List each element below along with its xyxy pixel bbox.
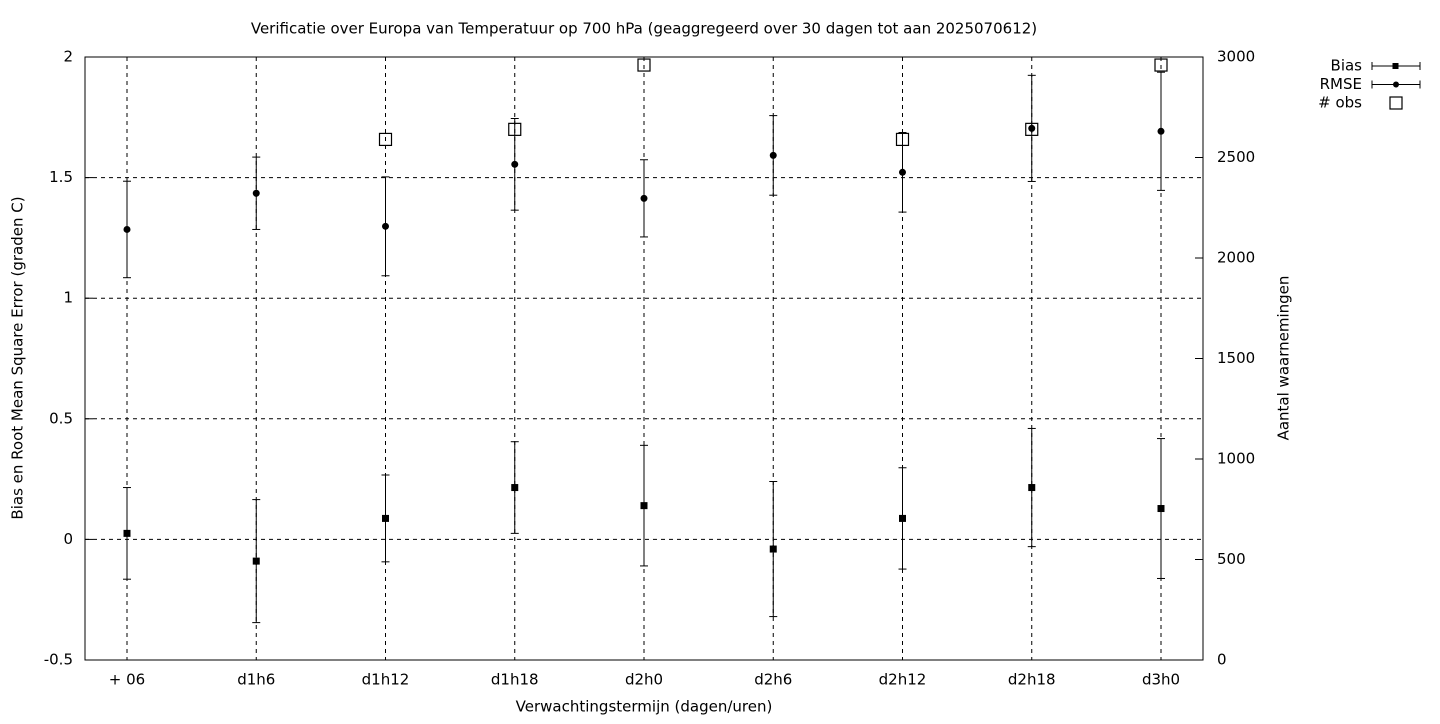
- y2-tick-label: 1000: [1217, 450, 1255, 468]
- marker: [640, 194, 648, 202]
- x-tick-label: d2h0: [625, 671, 663, 689]
- chart-title: Verificatie over Europa van Temperatuur …: [251, 20, 1037, 38]
- marker: [1025, 122, 1039, 136]
- y2-tick-label: 3000: [1217, 48, 1255, 66]
- marker: [511, 484, 519, 492]
- legend-marker: [1389, 96, 1403, 110]
- marker: [895, 132, 910, 147]
- marker: [252, 189, 260, 197]
- y2-tick-label: 1500: [1217, 349, 1255, 367]
- y-tick-label: -0.5: [44, 651, 73, 669]
- marker: [123, 529, 131, 537]
- marker: [252, 557, 260, 565]
- marker: [123, 225, 131, 233]
- y2-axis-label: Aantal waarnemingen: [1275, 276, 1293, 441]
- marker: [637, 58, 651, 72]
- legend-label: Bias: [1331, 57, 1363, 75]
- marker: [1028, 124, 1036, 132]
- y-tick-label: 1.5: [49, 168, 73, 186]
- legend-label: RMSE: [1320, 75, 1362, 93]
- marker: [1154, 58, 1168, 72]
- y2-tick-label: 500: [1217, 550, 1246, 568]
- x-tick-label: d3h0: [1142, 671, 1180, 689]
- marker: [640, 502, 648, 510]
- x-tick-label: + 06: [109, 671, 145, 689]
- y-tick-label: 1: [63, 289, 73, 307]
- x-tick-label: d2h6: [754, 671, 792, 689]
- y2-tick-label: 2500: [1217, 148, 1255, 166]
- y-tick-label: 0.5: [49, 409, 73, 427]
- marker: [1157, 505, 1165, 513]
- marker: [769, 545, 777, 553]
- x-tick-label: d1h18: [491, 671, 539, 689]
- legend-label: # obs: [1318, 94, 1362, 112]
- marker: [1028, 484, 1036, 492]
- x-tick-label: d2h12: [879, 671, 927, 689]
- x-tick-label: d2h18: [1008, 671, 1056, 689]
- marker: [899, 168, 906, 176]
- marker: [378, 132, 393, 147]
- y2-tick-label: 0: [1217, 651, 1227, 669]
- marker: [511, 160, 519, 168]
- marker: [382, 514, 389, 522]
- x-tick-label: d1h12: [362, 671, 410, 689]
- plot-border: [84, 56, 1204, 661]
- y-axis-label: Bias en Root Mean Square Error (graden C…: [9, 196, 27, 519]
- marker: [899, 514, 906, 522]
- marker: [769, 151, 777, 159]
- marker: [382, 222, 389, 230]
- y-tick-label: 2: [63, 48, 73, 66]
- marker: [508, 122, 522, 136]
- y-tick-label: 0: [63, 530, 73, 548]
- legend-marker: [1392, 63, 1399, 69]
- x-tick-label: d1h6: [237, 671, 275, 689]
- marker: [1157, 127, 1165, 135]
- x-axis-label: Verwachtingstermijn (dagen/uren): [516, 698, 773, 716]
- y2-tick-label: 2000: [1217, 249, 1255, 267]
- legend-marker: [1393, 81, 1399, 88]
